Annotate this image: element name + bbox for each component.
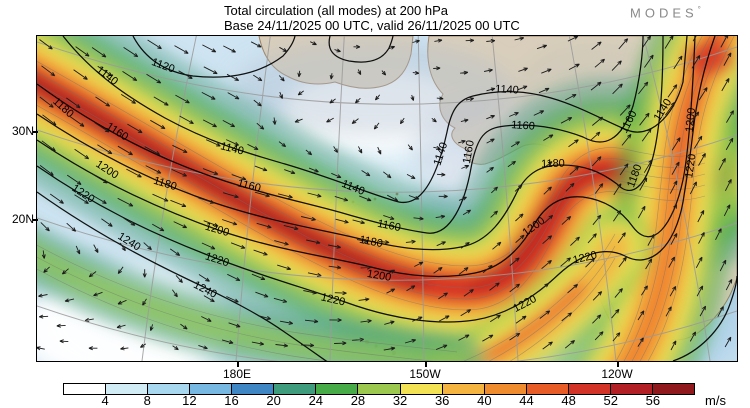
colorbar-segment: [358, 384, 401, 394]
chart-title: Total circulation (all modes) at 200 hPa: [224, 3, 449, 18]
colorbar-tick-label: 44: [519, 393, 534, 408]
colorbar-segment: [610, 384, 653, 394]
colorbar-tick-label: 36: [434, 393, 450, 408]
colorbar-segment: [106, 384, 149, 394]
lon-tick-mark: [237, 362, 239, 367]
colorbar-segment: [568, 384, 611, 394]
graticule: [37, 36, 738, 362]
colorbar-segment: [442, 384, 485, 394]
modes-logo-text: MODES: [630, 5, 698, 21]
lat-tick-mark: [33, 219, 38, 221]
contour-label: 1220: [320, 292, 347, 309]
contour-label: 1140: [220, 141, 246, 158]
colorbar-segment: [526, 384, 569, 394]
contour-label: 1160: [377, 218, 403, 234]
contour-label: 1160: [237, 178, 263, 195]
lat-tick-label: 20N: [11, 212, 34, 226]
colorbar-tick-label: 48: [561, 393, 576, 408]
colorbar-tick-label: 12: [182, 393, 197, 408]
colorbar-segment: [484, 384, 527, 394]
wind-arrows: [37, 36, 735, 352]
title-block: Total circulation (all modes) at 200 hPa…: [224, 3, 520, 33]
colorbar-tick-label: 4: [101, 393, 109, 408]
modes-logo: MODES°: [630, 5, 701, 20]
colorbar-tick-label: 8: [143, 393, 151, 408]
colorbar-segment: [64, 384, 107, 394]
lon-tick-label: 150W: [409, 367, 441, 381]
colorbar-segment: [652, 384, 694, 394]
colorbar: [63, 383, 695, 395]
map-canvas: 1120114011401140114011401140116011601160…: [37, 36, 738, 362]
colorbar-segment: [190, 384, 233, 394]
colorbar-segment: [148, 384, 191, 394]
colorbar-tick-label: 16: [224, 393, 239, 408]
colorbar-tick-label: 52: [603, 393, 618, 408]
contour-label: 1220: [572, 250, 599, 268]
colorbar-segment: [316, 384, 359, 394]
contour-label: 1160: [511, 120, 535, 134]
wind-arrow-glyphs: [37, 36, 735, 352]
colorbar-tick-label: 40: [477, 393, 492, 408]
lon-tick-mark: [425, 362, 427, 367]
contour-label: 1160: [461, 140, 477, 165]
colorbar-tick-label: 28: [350, 393, 366, 408]
contour-label: 1220: [684, 153, 699, 179]
contour-label: 1200: [366, 268, 392, 284]
colorbar-unit-label: m/s: [705, 393, 726, 408]
lon-tick-label: 120W: [601, 367, 633, 381]
contour-label: 1180: [359, 234, 385, 250]
colorbar-tick-label: 24: [308, 393, 324, 408]
lon-tick-mark: [617, 362, 619, 367]
lat-tick-mark: [33, 131, 38, 133]
chart-subtitle: Base 24/11/2025 00 UTC, valid 26/11/2025…: [224, 18, 520, 33]
lon-tick-label: 180E: [222, 367, 252, 381]
colorbar-tick-label: 56: [645, 393, 661, 408]
map-frame: 1120 1140 1140 1140 1140 1140 1140 1160 1160 1160…: [36, 35, 739, 363]
contour-label: 1180: [541, 158, 565, 171]
colorbar-segment: [232, 384, 275, 394]
colorbar-tick-label: 20: [266, 393, 281, 408]
height-contours: [37, 36, 738, 362]
colorbar-segment: [400, 384, 443, 394]
modes-logo-mark: °: [697, 5, 701, 14]
contour-label: 1200: [684, 108, 698, 134]
contour-label: 1140: [495, 84, 519, 97]
colorbar-segment: [274, 384, 317, 394]
colorbar-tick-label: 32: [392, 393, 408, 408]
lat-tick-label: 30N: [11, 124, 34, 138]
